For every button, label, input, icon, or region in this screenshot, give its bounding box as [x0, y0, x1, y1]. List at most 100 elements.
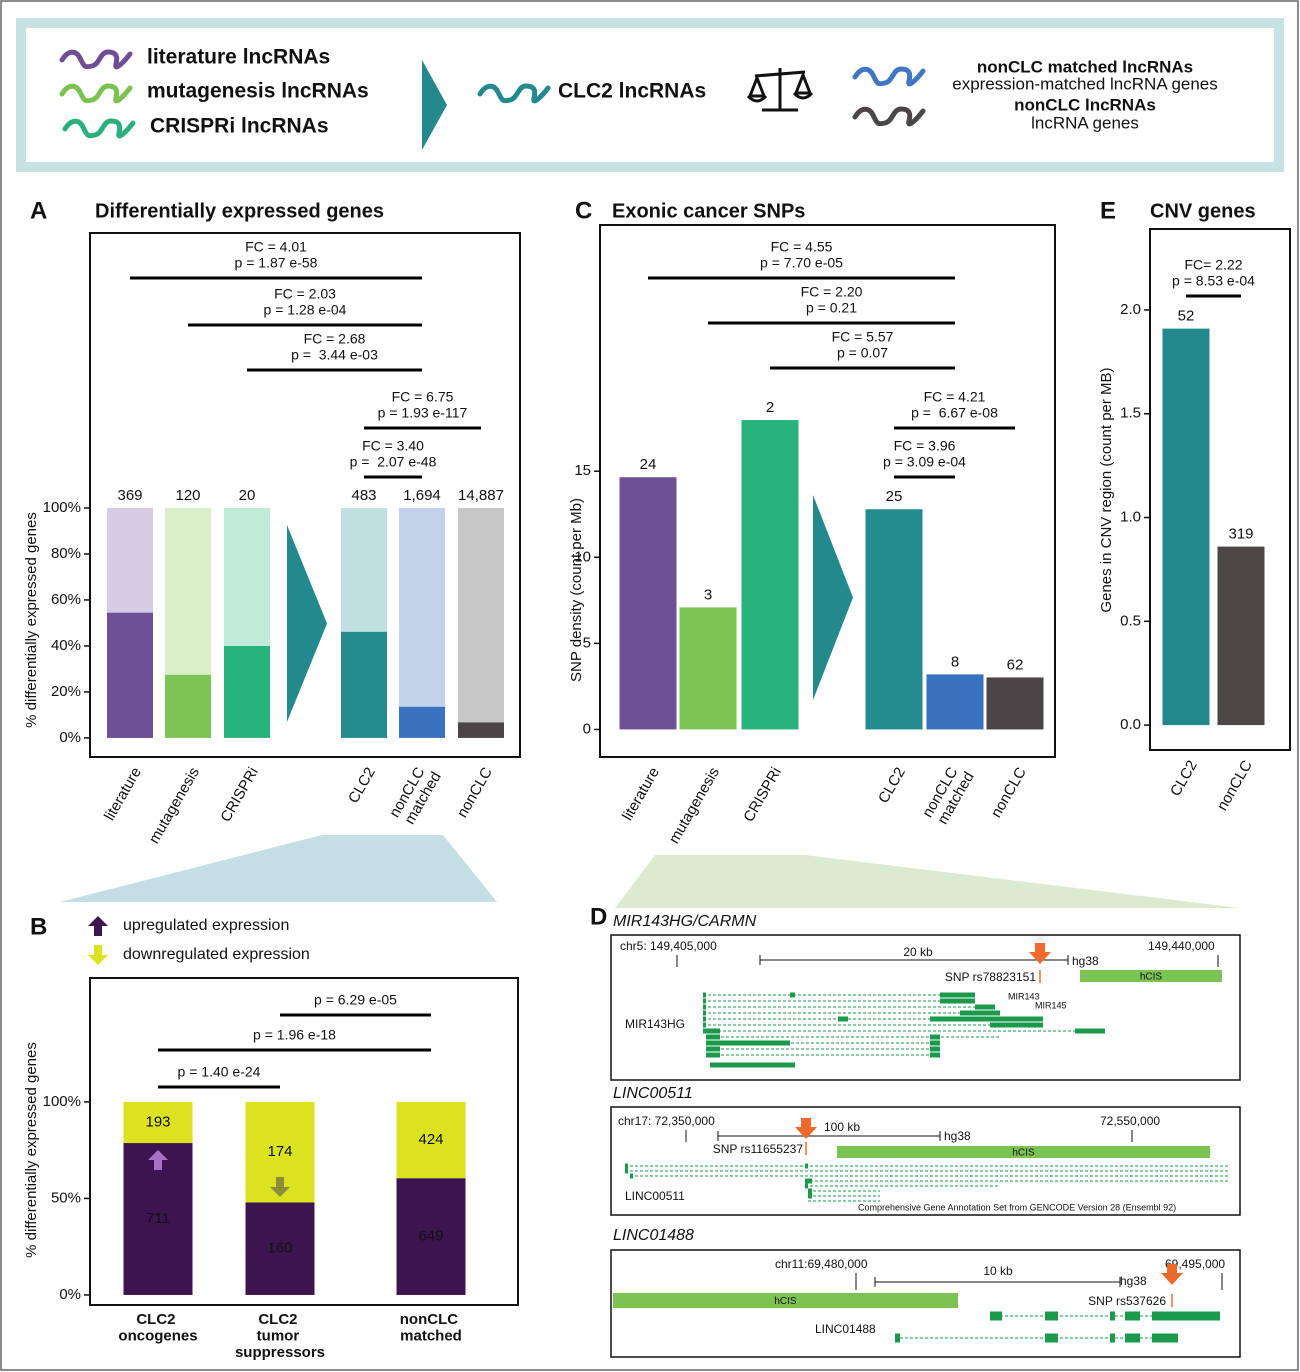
bar — [741, 420, 799, 730]
count-label: 160 — [267, 1240, 292, 1257]
y-tick-label: 0 — [583, 720, 591, 737]
count-label: 649 — [418, 1228, 443, 1245]
comparison-label: p = 0.07 — [837, 345, 888, 361]
plot-frame — [89, 232, 521, 758]
bar — [1162, 328, 1210, 726]
locus-title: MIR143HG/CARMN — [613, 913, 757, 930]
transcript-exon — [706, 1040, 790, 1046]
snp-arrow — [795, 1118, 817, 1139]
transcript-exon — [930, 1034, 940, 1040]
source-label: CRISPRi lncRNAs — [150, 115, 329, 138]
annotation-note: Comprehensive Gene Annotation Set from G… — [858, 1202, 1176, 1212]
bar — [926, 674, 984, 730]
total-label: 483 — [351, 487, 376, 504]
legend-label: upregulated expression — [123, 917, 289, 934]
panel-title: Exonic cancer SNPs — [612, 200, 805, 222]
y-tick-label: 40% — [51, 637, 81, 654]
x-tick-label: CLC2 tumor suppressors — [235, 1311, 325, 1361]
coordinate-label: 72,550,000 — [1100, 1114, 1160, 1128]
comparison-label: FC = 3.40 — [362, 438, 424, 454]
transcript-exon — [703, 1028, 720, 1034]
comparison-label: FC = 4.01 — [245, 239, 307, 255]
panel-letter: C — [575, 197, 592, 224]
panel-title: CNV genes — [1150, 200, 1256, 222]
gene-label: MIR145 — [1035, 1000, 1067, 1010]
transcript-exon — [703, 998, 706, 1004]
bar-segment — [396, 1101, 466, 1179]
comparison-label: p = 3.44 e-03 — [291, 347, 378, 363]
transcript-exon — [930, 1052, 940, 1058]
control-sublabel: lncRNA genes — [1031, 113, 1139, 132]
count-label: 424 — [418, 1131, 443, 1148]
y-tick-label: 0.5 — [1120, 612, 1141, 629]
comparison-label: p = 7.70 e-05 — [760, 255, 843, 271]
bar-segment — [107, 507, 153, 613]
coordinate-label: 69,495,000 — [1165, 1257, 1225, 1271]
count-label: 193 — [145, 1113, 170, 1130]
y-tick-label: 0.0 — [1120, 716, 1141, 733]
count-label: 2 — [766, 399, 774, 416]
transcript-exon — [940, 992, 975, 998]
y-axis-title: SNP density (count per Mb) — [568, 498, 585, 682]
bar-segment — [224, 645, 270, 738]
bar — [865, 509, 923, 730]
x-tick-label: CLC2 oncogenes — [118, 1311, 197, 1345]
bar-segment — [165, 674, 211, 738]
bar-segment — [245, 1202, 315, 1295]
x-tick-label: nonCLC matched — [400, 1311, 462, 1345]
locus-title: LINC01488 — [613, 1227, 694, 1244]
bar-segment — [341, 631, 387, 738]
total-label: 1,694 — [403, 487, 441, 504]
panel-letter: B — [30, 913, 47, 940]
snp-label: SNP rs11655237 — [713, 1142, 804, 1156]
coordinate-label: chr17: 72,350,000 — [618, 1114, 715, 1128]
bar-segment — [458, 722, 504, 738]
locus-box — [610, 1106, 1241, 1216]
transcript-exon — [930, 1040, 940, 1046]
y-tick-label: 10 — [574, 548, 591, 565]
count-label: 711 — [146, 1210, 170, 1227]
bar — [619, 477, 677, 730]
y-axis-title: % differentially expressed genes — [23, 1042, 40, 1258]
lncrna-icon — [477, 83, 551, 104]
gene-label: LINC00511 — [625, 1189, 685, 1203]
group-arrow — [813, 495, 853, 700]
comparison-label: p = 1.96 e-18 — [253, 1027, 336, 1043]
bar-segment — [396, 1178, 466, 1295]
transcript-exon — [706, 1046, 720, 1052]
gene-label: MIR143HG — [625, 1017, 685, 1031]
coordinate-label: chr11:69,480,000 — [775, 1257, 868, 1271]
y-tick-label: 1.0 — [1120, 508, 1141, 525]
y-axis-title: % differentially expressed genes — [23, 512, 40, 728]
comparison-label: p = 8.53 e-04 — [1172, 273, 1255, 289]
comparison-label: FC = 3.96 — [894, 438, 956, 454]
comparison-label: FC= 2.22 — [1185, 257, 1243, 273]
transcript-exon — [1045, 1311, 1058, 1321]
transcript-exon — [808, 1193, 812, 1199]
y-tick-label: 5 — [583, 634, 591, 651]
assembly-label: hg38 — [1120, 1274, 1147, 1288]
comparison-label: p = 3.09 e-04 — [883, 454, 966, 470]
scale-bar — [717, 1131, 941, 1141]
transcript-exon — [960, 1010, 1000, 1016]
comparison-label: p = 1.28 e-04 — [264, 302, 347, 318]
snp-arrow — [1161, 1264, 1183, 1285]
comparison-label: FC = 6.75 — [392, 389, 454, 405]
zoom-wedge — [60, 835, 497, 902]
y-tick-label: 50% — [51, 1189, 81, 1206]
target-label: CLC2 lncRNAs — [558, 80, 706, 103]
scale-label: 100 kb — [824, 1120, 860, 1134]
transcript-exon — [790, 992, 795, 998]
transcript-exon — [625, 1163, 628, 1169]
y-tick-label: 0% — [59, 1286, 81, 1303]
transcript-exon — [990, 1311, 1002, 1321]
control-sublabel: expression-matched lncRNA genes — [952, 74, 1218, 93]
transcript-exon — [838, 1016, 848, 1022]
snp-label: SNP rs537626 — [1088, 1294, 1166, 1308]
count-label: 62 — [1007, 656, 1024, 673]
assembly-label: hg38 — [1072, 954, 1099, 968]
y-axis-title: Genes in CNV region (count per MB) — [1098, 367, 1115, 612]
comparison-label: p = 1.40 e-24 — [178, 1064, 261, 1080]
scale-bar — [759, 955, 1069, 965]
